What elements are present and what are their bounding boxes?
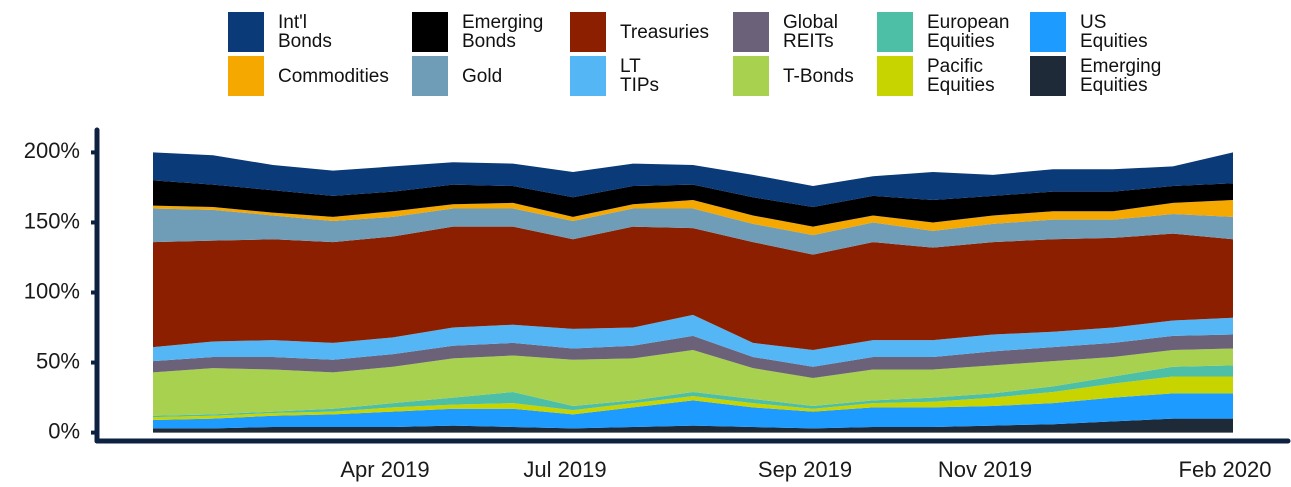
area (153, 226, 1233, 350)
area (153, 393, 1233, 429)
legend-swatch (1030, 56, 1066, 96)
legend-item: European Equities (877, 12, 1009, 52)
y-tick-label: 100% (24, 278, 80, 303)
legend-swatch (1030, 12, 1066, 52)
legend-label: Treasuries (620, 21, 710, 43)
legend-label: Emerging Bonds (462, 12, 544, 52)
legend-item: Int'l Bonds (228, 12, 332, 52)
y-tick-label: 150% (24, 208, 80, 233)
legend-item: Commodities (228, 56, 389, 96)
legend-item: LT TIPs (570, 56, 659, 96)
legend-swatch (412, 12, 448, 52)
area (153, 180, 1233, 227)
legend-item: Emerging Equities (1030, 56, 1161, 96)
legend-swatch (228, 56, 264, 96)
legend-label: Commodities (278, 65, 389, 87)
legend-swatch (877, 56, 913, 96)
x-tick-label: Sep 2019 (758, 457, 852, 482)
legend-item: Gold (412, 56, 502, 96)
legend-label: US Equities (1080, 12, 1148, 52)
area (153, 376, 1233, 420)
legend-swatch (570, 56, 606, 96)
x-tick-label: Apr 2019 (340, 457, 429, 482)
x-tick-label: Nov 2019 (938, 457, 1032, 482)
legend-label: Gold (462, 65, 503, 87)
legend-label: Pacific Equities (927, 56, 995, 96)
x-tick-label: Feb 2020 (1179, 457, 1272, 482)
legend-item: Pacific Equities (877, 56, 995, 96)
legend-swatch (412, 56, 448, 96)
legend-swatch (733, 12, 769, 52)
legend-item: Emerging Bonds (412, 12, 543, 52)
legend-label: European Equities (927, 12, 1010, 52)
legend-swatch (570, 12, 606, 52)
legend-label: Global REITs (783, 12, 838, 52)
legend-swatch (733, 56, 769, 96)
legend-swatch (877, 12, 913, 52)
y-tick-label: 0% (48, 418, 80, 443)
legend-label: Emerging Equities (1080, 56, 1162, 96)
area (153, 365, 1233, 418)
legend-item: Treasuries (570, 12, 709, 52)
area (153, 334, 1233, 378)
area (153, 200, 1233, 236)
y-tick-label: 50% (36, 348, 80, 373)
area (153, 208, 1233, 255)
legend-item: US Equities (1030, 12, 1148, 52)
legend-label: LT TIPs (620, 56, 660, 96)
area (153, 314, 1233, 367)
area (153, 348, 1233, 416)
legend-label: T-Bonds (783, 65, 854, 87)
legend-label: Int'l Bonds (278, 12, 332, 52)
y-tick-label: 200% (24, 138, 80, 163)
x-tick-label: Jul 2019 (523, 457, 606, 482)
legend-item: T-Bonds (733, 56, 854, 96)
legend-item: Global REITs (733, 12, 838, 52)
area (153, 152, 1233, 208)
legend-swatch (228, 12, 264, 52)
